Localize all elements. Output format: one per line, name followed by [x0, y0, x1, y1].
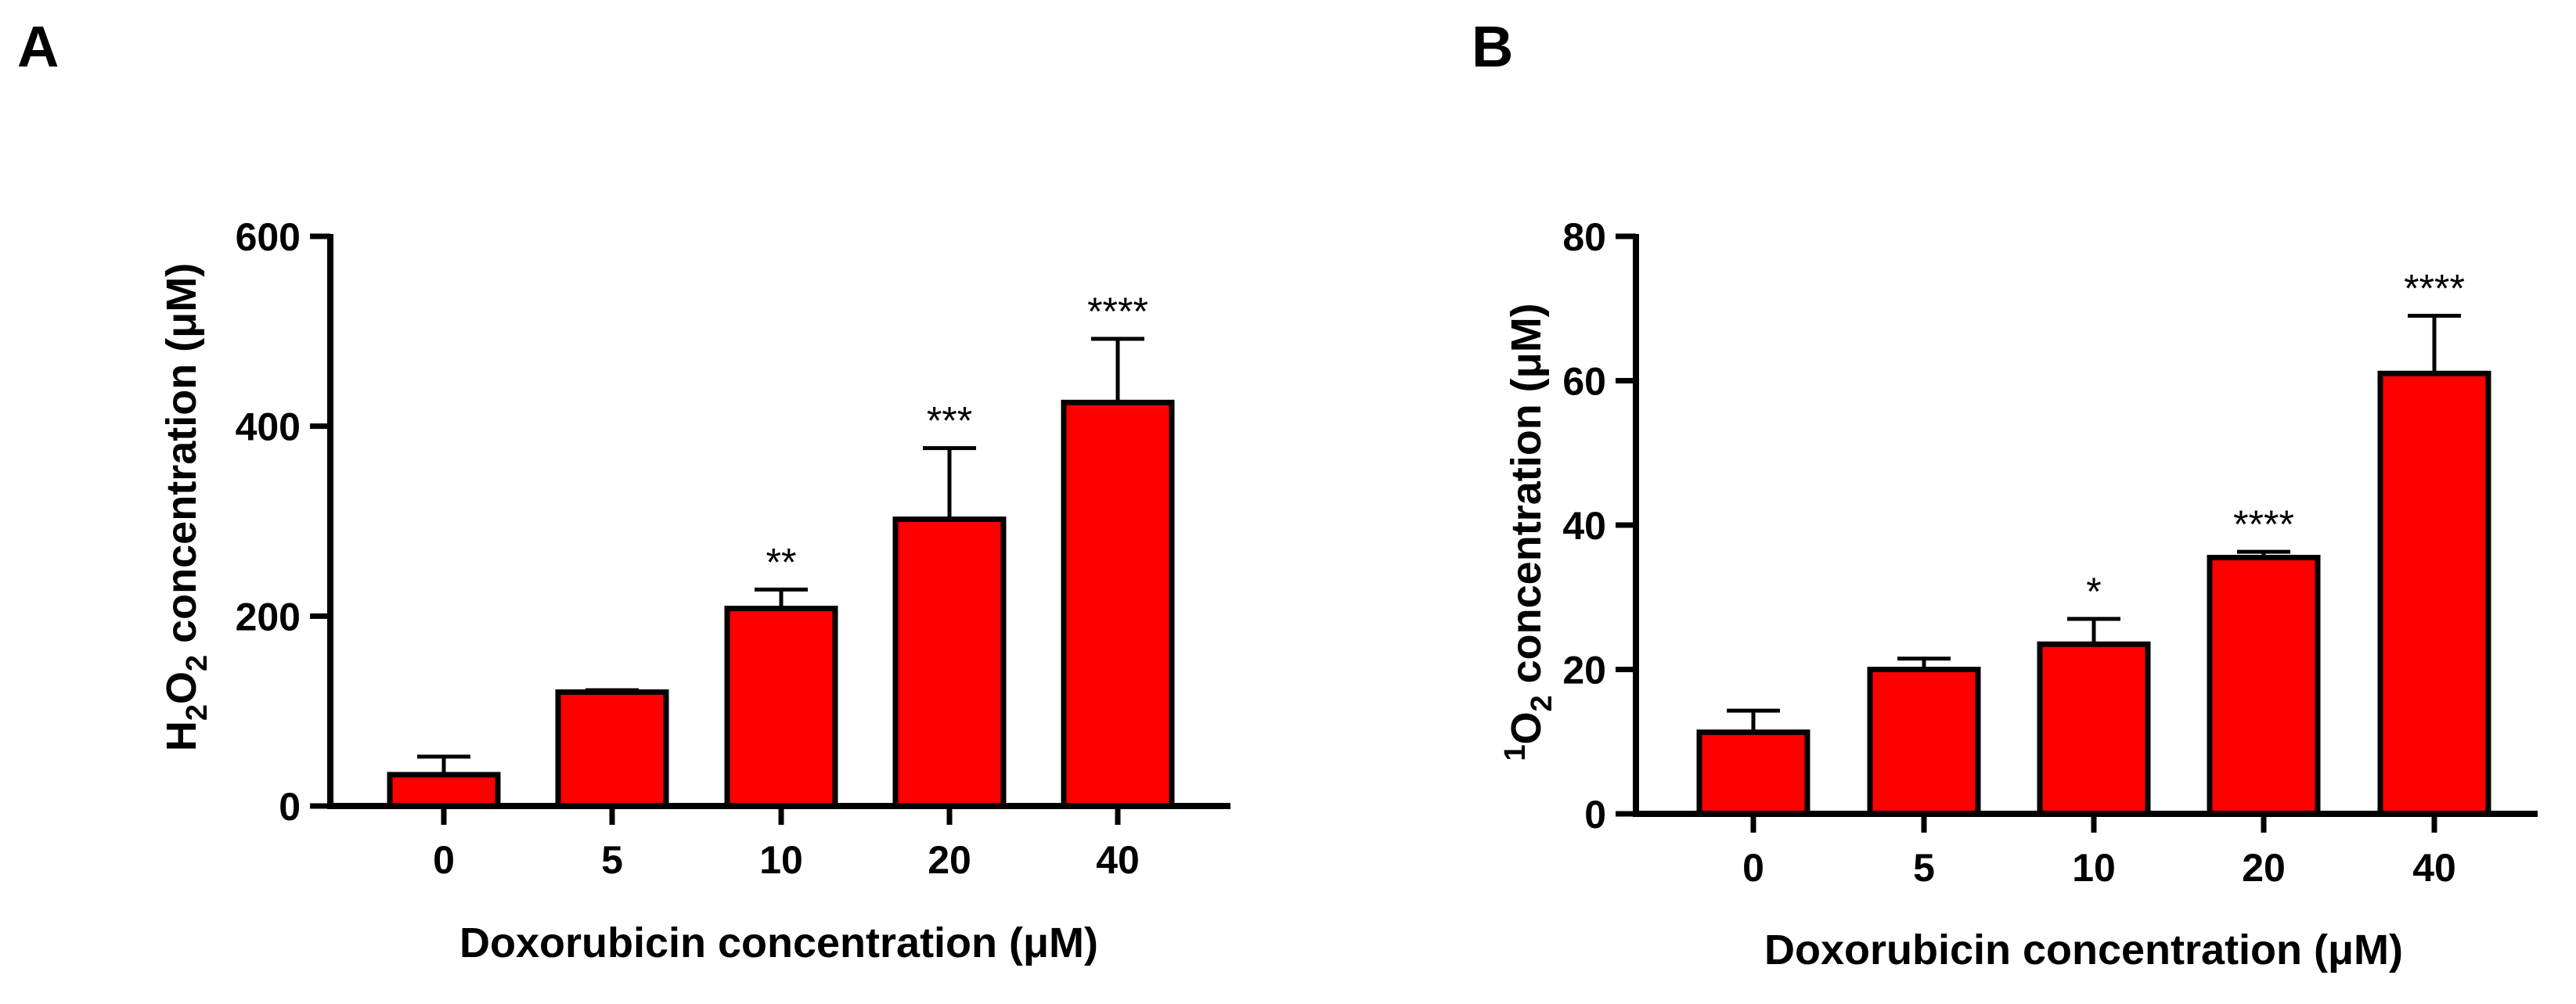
y-tick-label-b: 20 — [1562, 649, 1606, 693]
y-tick-label-b: 60 — [1562, 360, 1606, 404]
bar-b — [2377, 370, 2491, 817]
significance-mark-a: *** — [927, 399, 972, 443]
x-axis-label-a: Doxorubicin concentration (μM) — [459, 919, 1098, 966]
bar-a — [387, 772, 501, 809]
y-tick-label-a: 200 — [236, 595, 301, 639]
y-tick-label-b: 0 — [1584, 793, 1606, 837]
significance-mark-b: * — [2086, 570, 2101, 614]
bar-a — [892, 516, 1007, 809]
x-tick-label-b: 20 — [2242, 846, 2286, 890]
bar-a — [1061, 399, 1175, 809]
significance-mark-b: **** — [2404, 266, 2465, 310]
x-tick-label-b: 5 — [1913, 846, 1935, 890]
x-tick-label-b: 40 — [2412, 846, 2456, 890]
bar-b — [2037, 641, 2151, 817]
x-tick-label-a: 40 — [1096, 838, 1140, 882]
y-tick-label-a: 600 — [236, 215, 301, 259]
significance-mark-a: **** — [1087, 290, 1148, 333]
x-tick-label-b: 10 — [2072, 846, 2116, 890]
bar-b — [1696, 729, 1810, 817]
y-tick-label-a: 400 — [236, 405, 301, 449]
y-tick-label-b: 40 — [1562, 504, 1606, 548]
significance-mark-a: ** — [766, 540, 797, 584]
y-axis-label-b: 1O2 concentration (μM) — [1499, 303, 1558, 761]
x-tick-label-a: 10 — [759, 838, 803, 882]
x-tick-label-b: 0 — [1742, 846, 1764, 890]
x-tick-label-a: 20 — [928, 838, 971, 882]
bar-b — [2207, 555, 2321, 817]
bar-b — [1867, 667, 1981, 817]
bar-a — [724, 606, 838, 809]
y-tick-label-a: 0 — [279, 785, 301, 829]
x-tick-label-a: 5 — [601, 838, 623, 882]
y-tick-label-b: 80 — [1562, 215, 1606, 259]
bar-a — [555, 689, 669, 809]
panel-label-a: A — [17, 14, 59, 79]
x-axis-label-b: Doxorubicin concentration (μM) — [1764, 927, 2403, 973]
x-tick-label-a: 0 — [433, 838, 455, 882]
significance-mark-b: **** — [2233, 502, 2294, 546]
y-axis-label-a: H2O2 concentration (μM) — [158, 263, 214, 751]
panel-label-b: B — [1472, 14, 1513, 79]
